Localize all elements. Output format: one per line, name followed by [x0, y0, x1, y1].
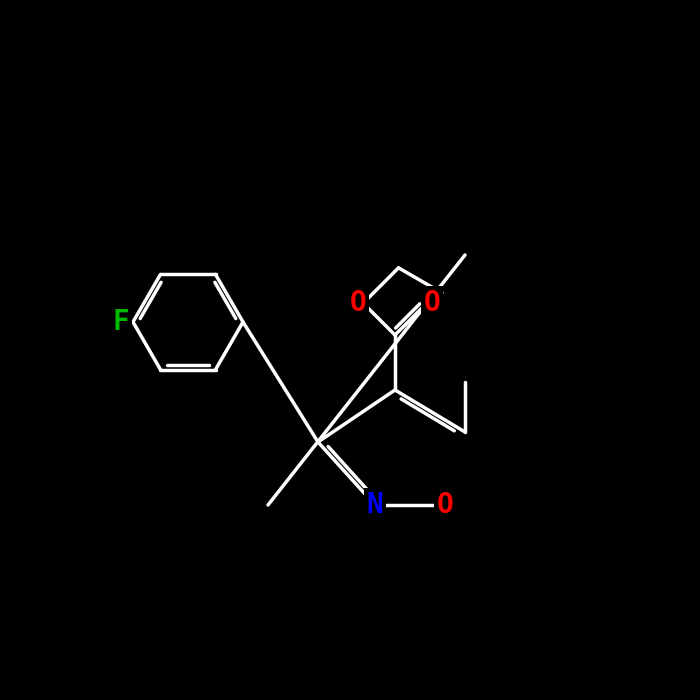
Text: O: O — [424, 289, 440, 317]
Text: O: O — [350, 289, 367, 317]
Text: O: O — [437, 491, 454, 519]
Text: N: N — [367, 491, 384, 519]
Text: F: F — [113, 308, 130, 336]
